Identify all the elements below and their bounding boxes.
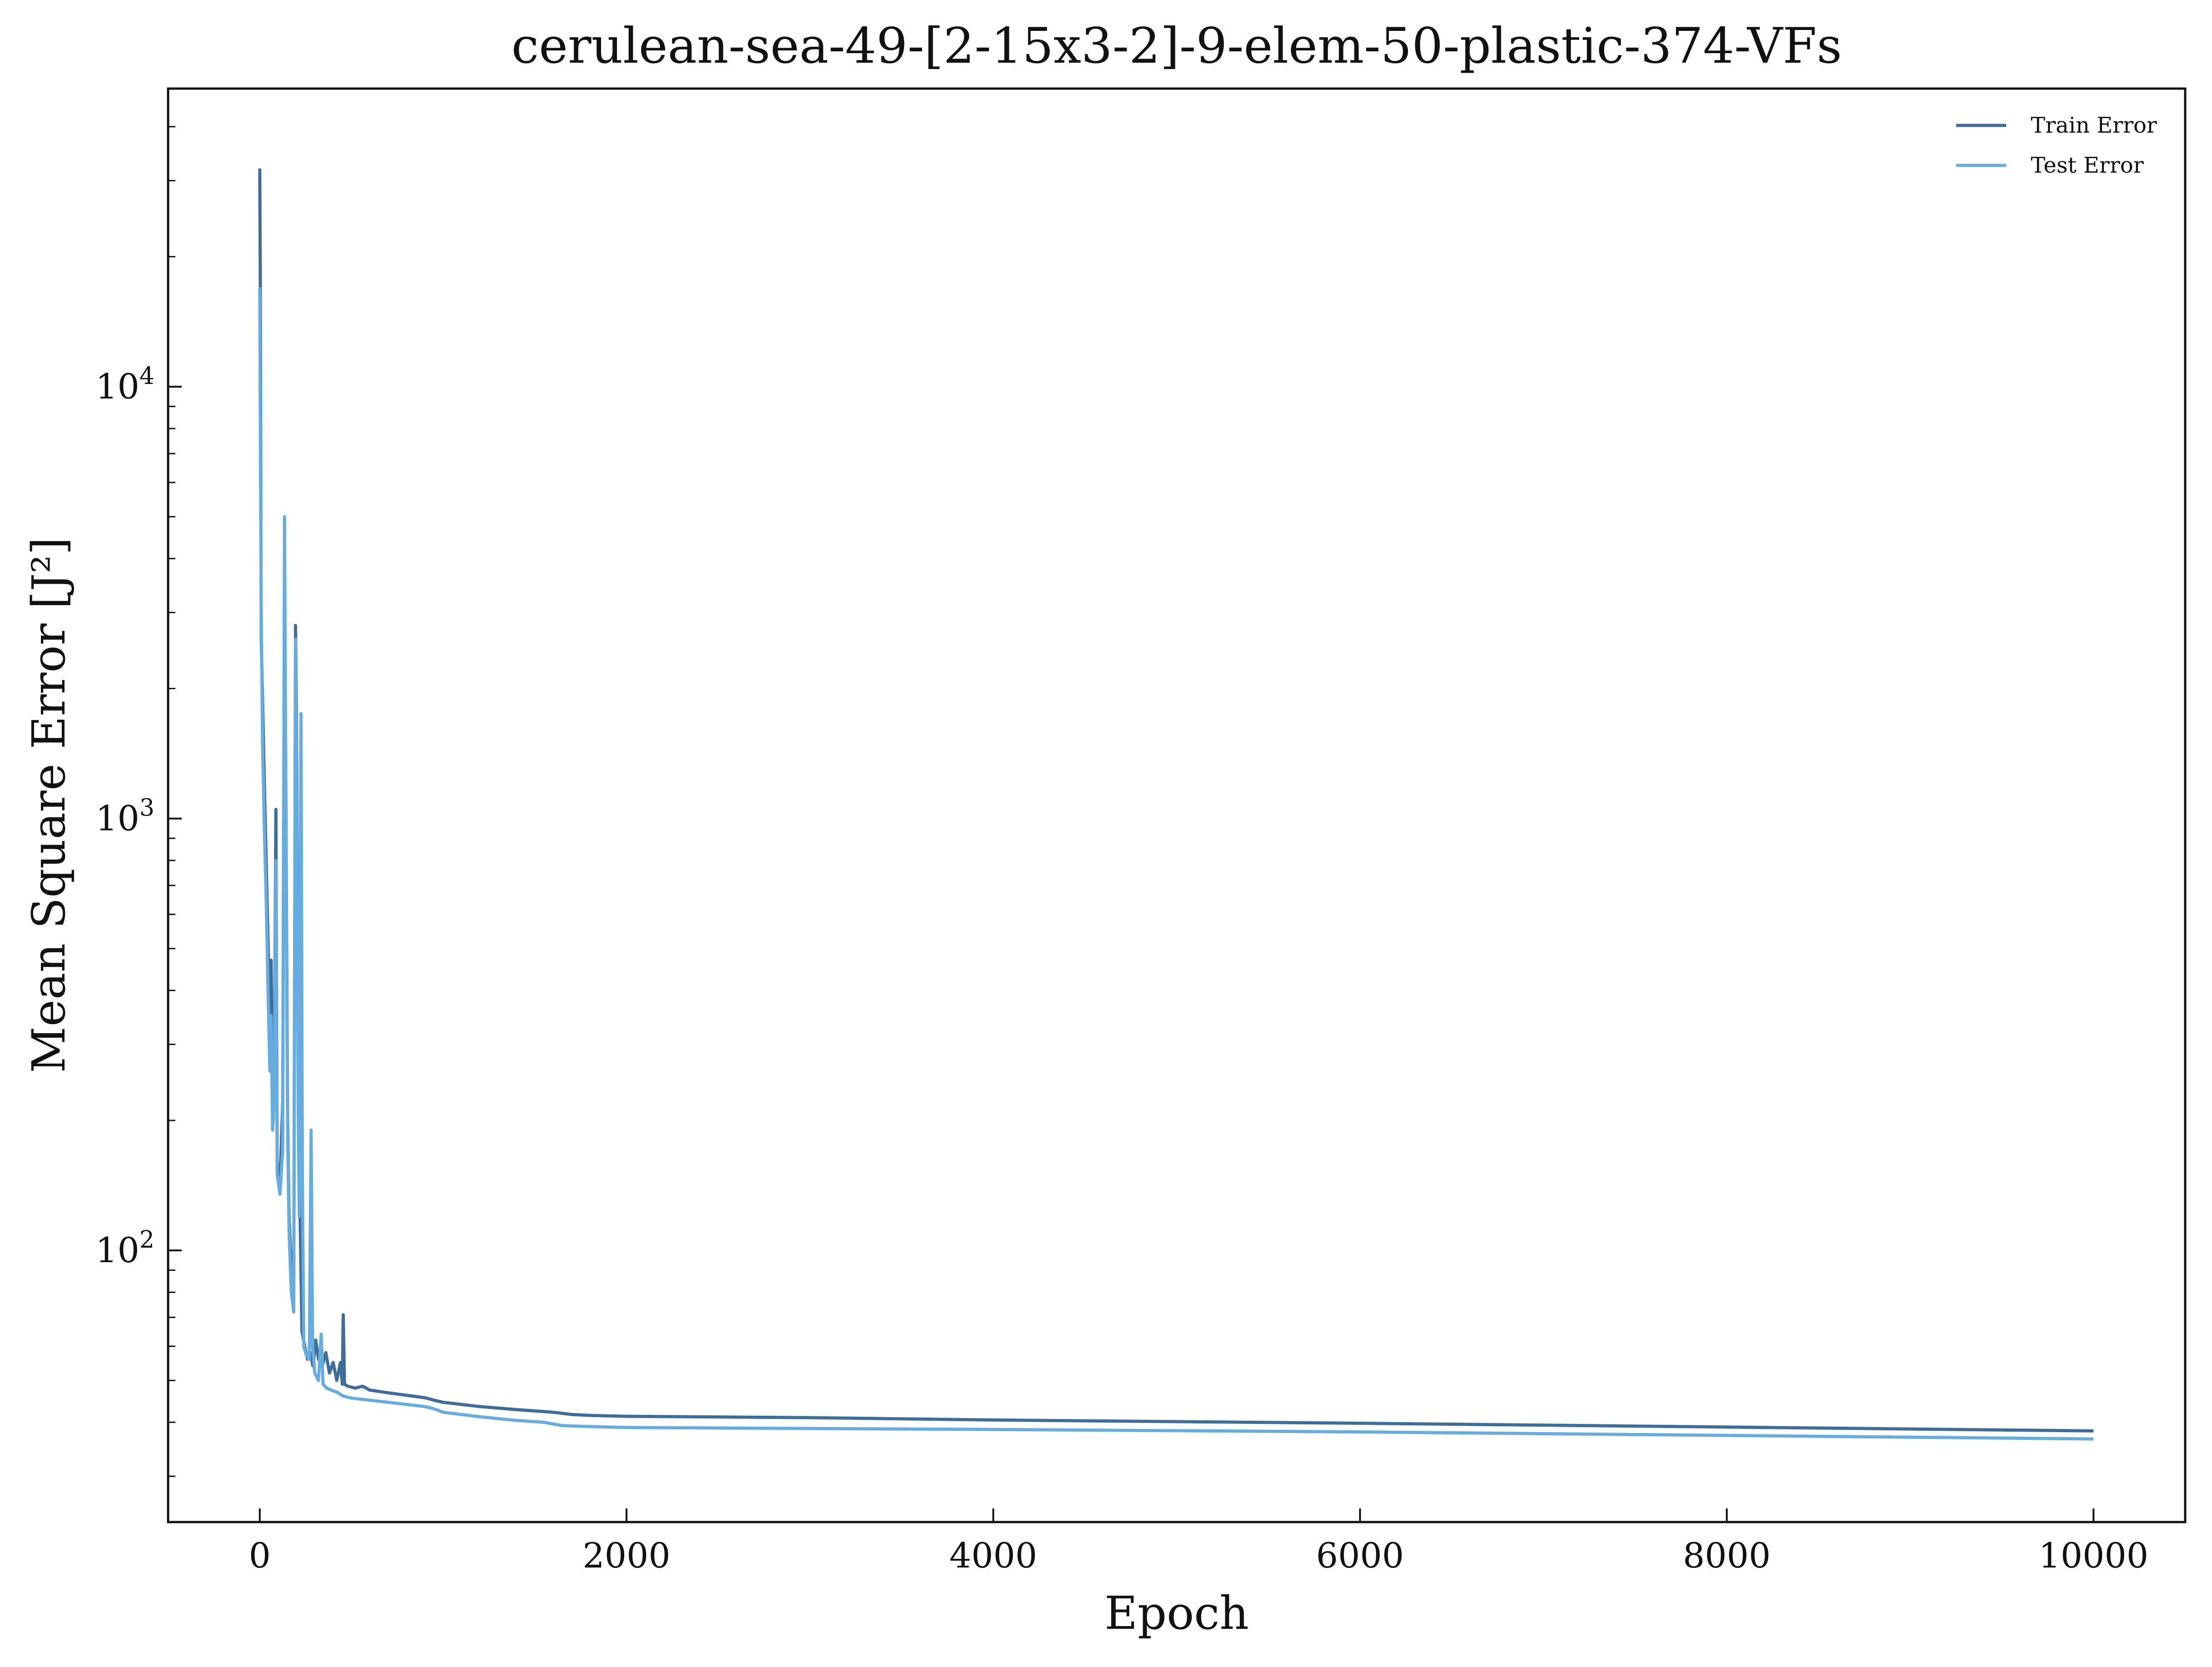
legend: Train Error Test Error [1956,113,2157,178]
x-tick-label: 2000 [582,1535,670,1576]
x-tick-label: 6000 [1316,1535,1404,1576]
chart-title: cerulean-sea-49-[2-15x3-2]-9-elem-50-pla… [512,18,1842,75]
y-tick-label: 102 [95,1226,154,1270]
y-tick-label: 103 [95,795,154,839]
plot-lines [258,168,2094,1441]
legend-label-train: Train Error [2031,113,2157,138]
x-axis-label: Epoch [1104,1587,1249,1640]
x-tick-label: 4000 [949,1535,1037,1576]
y-tick-label: 104 [95,363,154,407]
series-line-train [258,168,2094,1433]
y-axis-label: Mean Square Error [J²] [22,537,75,1073]
x-tick-label: 10000 [2038,1535,2148,1576]
x-tick-label: 0 [249,1535,271,1576]
axis-ticks: 0 2000 4000 6000 8000 10000 102 103 104 [95,126,2148,1576]
x-tick-label: 8000 [1683,1535,1770,1576]
series-line-test [258,287,2094,1441]
legend-label-test: Test Error [2031,153,2144,178]
plot-frame [167,87,2187,1523]
